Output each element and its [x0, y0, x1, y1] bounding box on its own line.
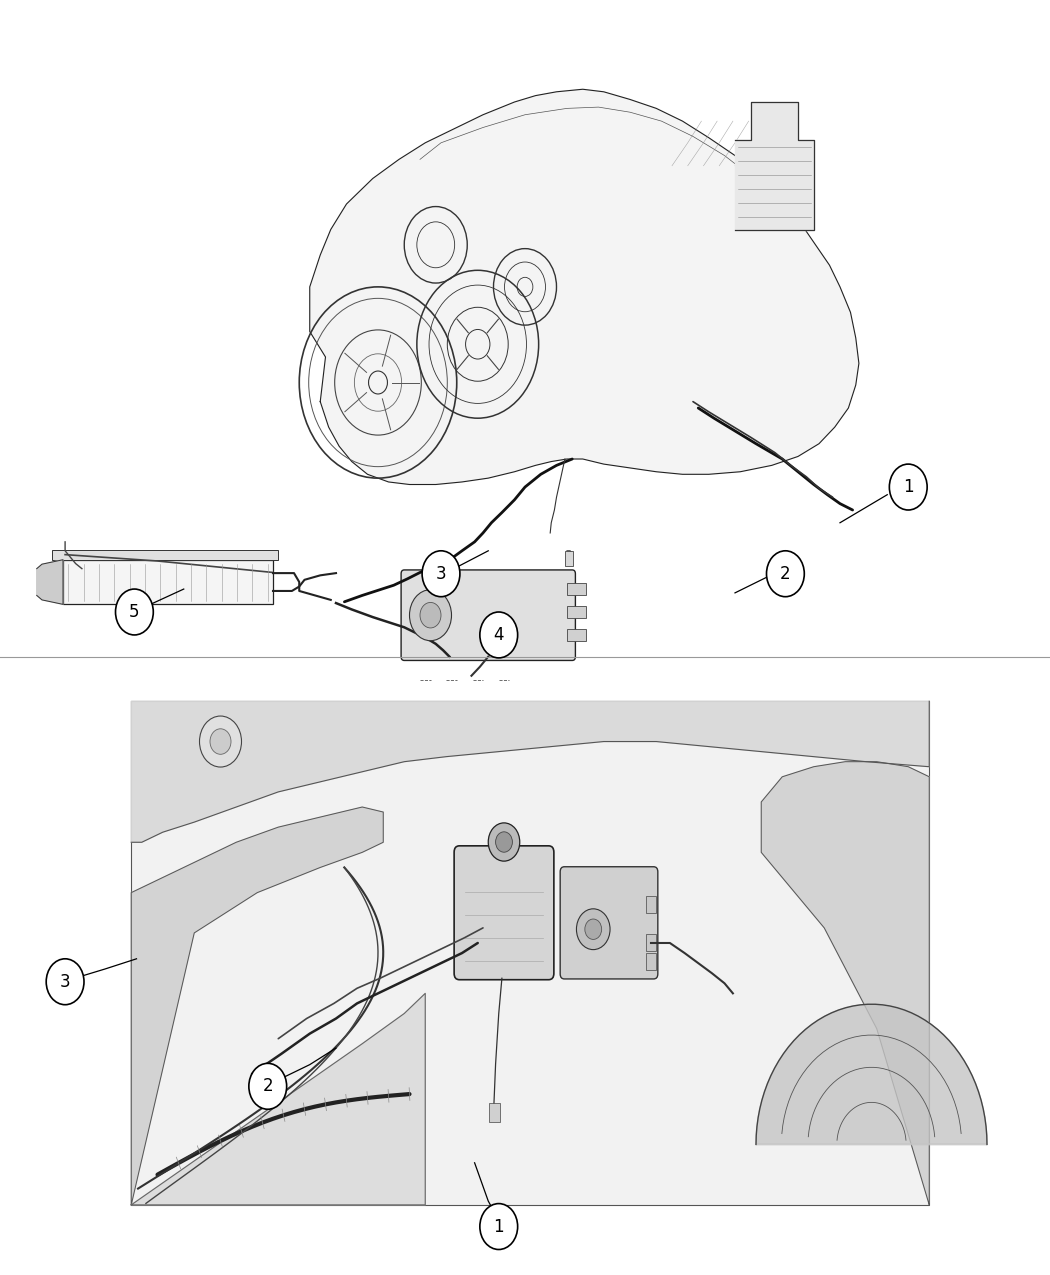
- Polygon shape: [37, 560, 63, 604]
- Circle shape: [576, 909, 610, 950]
- Polygon shape: [131, 993, 425, 1205]
- Circle shape: [116, 589, 153, 635]
- Text: 1: 1: [903, 478, 914, 496]
- Circle shape: [480, 1204, 518, 1250]
- Bar: [489, 1103, 500, 1122]
- Polygon shape: [131, 807, 383, 1205]
- Bar: [63, 560, 273, 604]
- FancyBboxPatch shape: [454, 845, 554, 979]
- Text: 1: 1: [494, 1218, 504, 1235]
- FancyBboxPatch shape: [401, 570, 575, 660]
- Polygon shape: [761, 761, 929, 1205]
- Text: 3: 3: [60, 973, 70, 991]
- Circle shape: [422, 551, 460, 597]
- Circle shape: [249, 1063, 287, 1109]
- Bar: [567, 583, 586, 595]
- Circle shape: [496, 831, 512, 852]
- Circle shape: [488, 822, 520, 861]
- Circle shape: [46, 959, 84, 1005]
- Bar: [131, 701, 929, 1205]
- Bar: [565, 551, 573, 566]
- Polygon shape: [735, 102, 814, 230]
- Text: 2: 2: [780, 565, 791, 583]
- FancyBboxPatch shape: [561, 867, 657, 979]
- Bar: [567, 606, 586, 618]
- Text: 3: 3: [436, 565, 446, 583]
- Bar: [646, 896, 656, 913]
- Circle shape: [766, 551, 804, 597]
- Text: 2: 2: [262, 1077, 273, 1095]
- Text: 4: 4: [494, 626, 504, 644]
- Circle shape: [420, 603, 441, 629]
- Bar: [646, 954, 656, 970]
- Text: 5: 5: [129, 603, 140, 621]
- Polygon shape: [310, 89, 859, 484]
- Circle shape: [210, 729, 231, 755]
- Bar: [567, 629, 586, 641]
- Bar: [0, 669, 1050, 1275]
- Polygon shape: [131, 701, 929, 843]
- Polygon shape: [756, 1005, 987, 1145]
- Bar: [52, 550, 278, 560]
- Circle shape: [889, 464, 927, 510]
- Bar: [0, 0, 1050, 657]
- Bar: [646, 935, 656, 951]
- Circle shape: [480, 612, 518, 658]
- Circle shape: [410, 589, 452, 640]
- Circle shape: [585, 919, 602, 940]
- Circle shape: [200, 717, 242, 768]
